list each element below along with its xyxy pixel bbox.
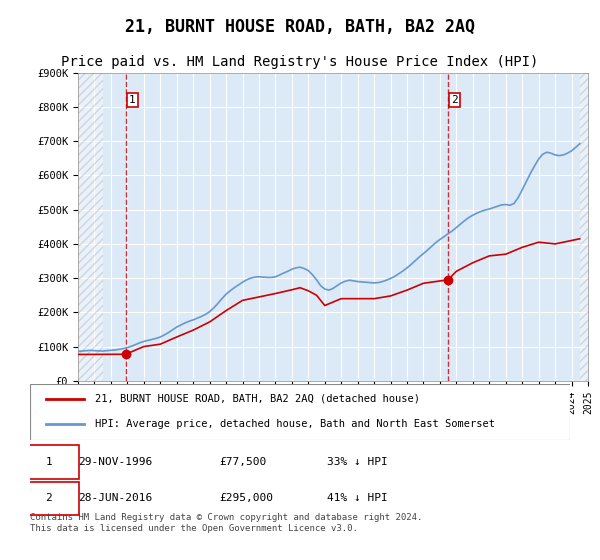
Text: HPI: Average price, detached house, Bath and North East Somerset: HPI: Average price, detached house, Bath… (95, 419, 495, 430)
21, BURNT HOUSE ROAD, BATH, BA2 2AQ (detached house) (288, 286, 295, 293)
Bar (78, 73, 103, 381)
21, BURNT HOUSE ROAD, BATH, BA2 2AQ (detached house) (338, 295, 345, 302)
21, BURNT HOUSE ROAD, BATH, BA2 2AQ (detached house) (157, 341, 164, 348)
21, BURNT HOUSE ROAD, BATH, BA2 2AQ (detached house) (173, 334, 181, 340)
Text: 21, BURNT HOUSE ROAD, BATH, BA2 2AQ (detached house): 21, BURNT HOUSE ROAD, BATH, BA2 2AQ (det… (95, 394, 420, 404)
21, BURNT HOUSE ROAD, BATH, BA2 2AQ (detached house) (305, 287, 312, 294)
21, BURNT HOUSE ROAD, BATH, BA2 2AQ (detached house) (272, 290, 279, 297)
21, BURNT HOUSE ROAD, BATH, BA2 2AQ (detached house) (469, 259, 476, 266)
FancyBboxPatch shape (19, 446, 79, 479)
HPI: Average price, detached house, Bath and North East Somerset: (2e+03, 8.8e+04): Average price, detached house, Bath and … (103, 347, 110, 354)
HPI: Average price, detached house, Bath and North East Somerset: (2.02e+03, 6.93e+05): Average price, detached house, Bath and … (576, 140, 583, 147)
21, BURNT HOUSE ROAD, BATH, BA2 2AQ (detached house) (371, 295, 378, 302)
Text: Price paid vs. HM Land Registry's House Price Index (HPI): Price paid vs. HM Land Registry's House … (61, 55, 539, 69)
21, BURNT HOUSE ROAD, BATH, BA2 2AQ (detached house) (122, 351, 130, 358)
FancyBboxPatch shape (30, 384, 570, 440)
21, BURNT HOUSE ROAD, BATH, BA2 2AQ (detached house) (354, 295, 361, 302)
21, BURNT HOUSE ROAD, BATH, BA2 2AQ (detached house) (535, 239, 542, 245)
21, BURNT HOUSE ROAD, BATH, BA2 2AQ (detached house) (223, 307, 230, 314)
21, BURNT HOUSE ROAD, BATH, BA2 2AQ (detached house) (256, 293, 263, 300)
Text: 2: 2 (46, 493, 52, 503)
21, BURNT HOUSE ROAD, BATH, BA2 2AQ (detached house) (206, 319, 213, 325)
HPI: Average price, detached house, Bath and North East Somerset: (2e+03, 9.7e+04): Average price, detached house, Bath and … (124, 344, 131, 351)
FancyBboxPatch shape (19, 482, 79, 515)
21, BURNT HOUSE ROAD, BATH, BA2 2AQ (detached house) (576, 235, 583, 242)
21, BURNT HOUSE ROAD, BATH, BA2 2AQ (detached house) (518, 244, 526, 251)
Text: £77,500: £77,500 (219, 457, 266, 467)
21, BURNT HOUSE ROAD, BATH, BA2 2AQ (detached house) (551, 241, 559, 248)
Text: 2: 2 (451, 95, 458, 105)
21, BURNT HOUSE ROAD, BATH, BA2 2AQ (detached house) (485, 253, 493, 259)
Text: 29-NOV-1996: 29-NOV-1996 (79, 457, 153, 467)
21, BURNT HOUSE ROAD, BATH, BA2 2AQ (detached house) (313, 292, 320, 298)
Text: 21, BURNT HOUSE ROAD, BATH, BA2 2AQ: 21, BURNT HOUSE ROAD, BATH, BA2 2AQ (125, 18, 475, 36)
21, BURNT HOUSE ROAD, BATH, BA2 2AQ (detached house) (403, 287, 410, 293)
Text: £295,000: £295,000 (219, 493, 273, 503)
21, BURNT HOUSE ROAD, BATH, BA2 2AQ (detached house) (296, 284, 304, 291)
Text: 1: 1 (129, 95, 136, 105)
21, BURNT HOUSE ROAD, BATH, BA2 2AQ (detached house) (453, 268, 460, 274)
Bar (580, 73, 588, 381)
21, BURNT HOUSE ROAD, BATH, BA2 2AQ (detached house) (420, 280, 427, 287)
21, BURNT HOUSE ROAD, BATH, BA2 2AQ (detached house) (387, 292, 394, 299)
21, BURNT HOUSE ROAD, BATH, BA2 2AQ (detached house) (132, 347, 139, 353)
21, BURNT HOUSE ROAD, BATH, BA2 2AQ (detached house) (445, 277, 452, 283)
21, BURNT HOUSE ROAD, BATH, BA2 2AQ (detached house) (321, 302, 328, 309)
21, BURNT HOUSE ROAD, BATH, BA2 2AQ (detached house) (239, 297, 246, 304)
HPI: Average price, detached house, Bath and North East Somerset: (2e+03, 1.06e+05): Average price, detached house, Bath and … (132, 341, 139, 348)
Text: 1: 1 (46, 457, 52, 467)
21, BURNT HOUSE ROAD, BATH, BA2 2AQ (detached house) (74, 351, 82, 358)
Text: 28-JUN-2016: 28-JUN-2016 (79, 493, 153, 503)
21, BURNT HOUSE ROAD, BATH, BA2 2AQ (detached house) (190, 327, 197, 334)
Line: 21, BURNT HOUSE ROAD, BATH, BA2 2AQ (detached house): 21, BURNT HOUSE ROAD, BATH, BA2 2AQ (det… (78, 239, 580, 354)
21, BURNT HOUSE ROAD, BATH, BA2 2AQ (detached house) (329, 298, 337, 305)
HPI: Average price, detached house, Bath and North East Somerset: (2e+03, 2.4e+05): Average price, detached house, Bath and … (218, 295, 226, 302)
21, BURNT HOUSE ROAD, BATH, BA2 2AQ (detached house) (140, 343, 148, 350)
Text: 41% ↓ HPI: 41% ↓ HPI (327, 493, 388, 503)
Text: Contains HM Land Registry data © Crown copyright and database right 2024.
This d: Contains HM Land Registry data © Crown c… (30, 514, 422, 533)
HPI: Average price, detached house, Bath and North East Somerset: (2.02e+03, 4.99e+05): Average price, detached house, Bath and … (482, 207, 489, 213)
HPI: Average price, detached house, Bath and North East Somerset: (2.01e+03, 3.3e+05): Average price, detached house, Bath and … (292, 264, 299, 271)
HPI: Average price, detached house, Bath and North East Somerset: (1.99e+03, 8.6e+04): Average price, detached house, Bath and … (74, 348, 82, 354)
21, BURNT HOUSE ROAD, BATH, BA2 2AQ (detached house) (502, 251, 509, 258)
Text: 33% ↓ HPI: 33% ↓ HPI (327, 457, 388, 467)
Line: HPI: Average price, detached house, Bath and North East Somerset: HPI: Average price, detached house, Bath… (78, 143, 580, 351)
